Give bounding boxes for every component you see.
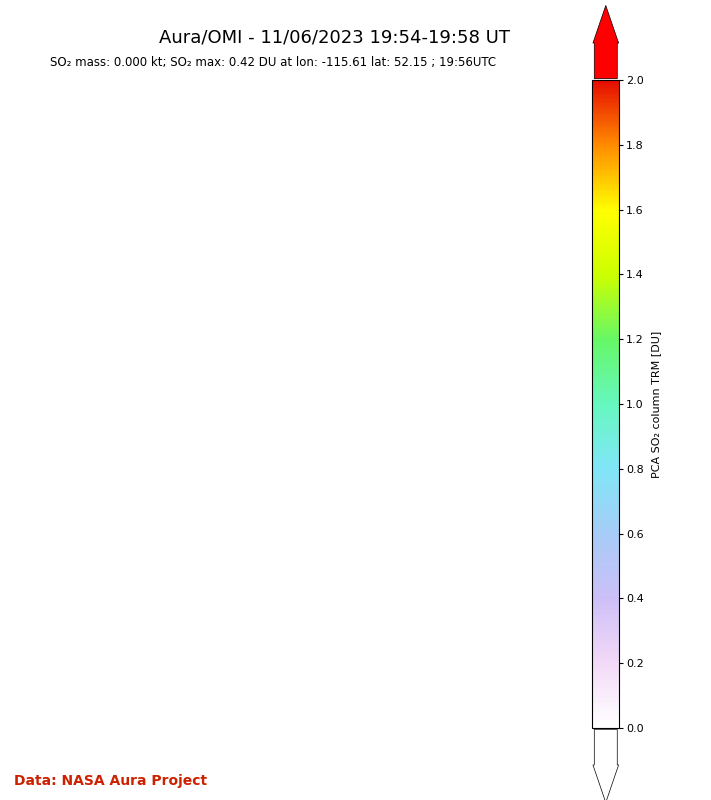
Y-axis label: PCA SO₂ column TRM [DU]: PCA SO₂ column TRM [DU] (651, 330, 661, 478)
FancyArrow shape (593, 6, 619, 78)
Text: SO₂ mass: 0.000 kt; SO₂ max: 0.42 DU at lon: -115.61 lat: 52.15 ; 19:56UTC: SO₂ mass: 0.000 kt; SO₂ max: 0.42 DU at … (50, 56, 496, 69)
Text: Aura/OMI - 11/06/2023 19:54-19:58 UT: Aura/OMI - 11/06/2023 19:54-19:58 UT (159, 28, 510, 46)
FancyArrow shape (593, 730, 619, 800)
Text: Data: NASA Aura Project: Data: NASA Aura Project (14, 774, 208, 788)
